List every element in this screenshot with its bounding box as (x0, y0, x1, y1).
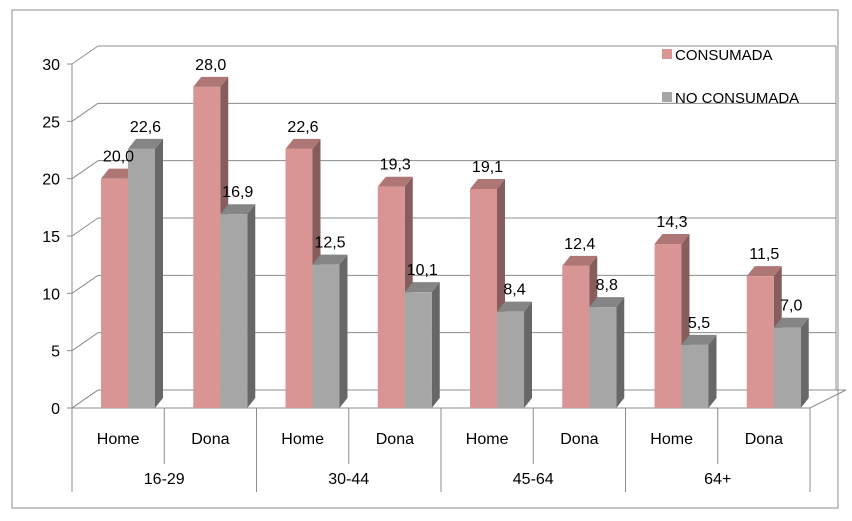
bar-side (339, 254, 348, 408)
x-category-label: Home (97, 431, 140, 448)
data-label: 7,0 (780, 298, 802, 315)
x-category-label: Dona (745, 431, 783, 448)
bar-side (616, 297, 625, 408)
gridline-depth (71, 332, 99, 352)
x-category-label: Home (281, 431, 324, 448)
bar (654, 244, 682, 408)
gridline-depth (71, 274, 99, 294)
legend-swatch (662, 92, 672, 102)
data-label: 8,4 (503, 282, 525, 299)
bar (193, 86, 221, 408)
bar-top (497, 301, 532, 312)
bar (285, 148, 313, 408)
legend-swatch (662, 49, 672, 59)
data-label: 10,1 (407, 262, 438, 279)
data-label: 5,5 (688, 315, 710, 332)
y-tick-label: 5 (51, 344, 60, 361)
bar-top (193, 76, 229, 87)
data-label: 12,5 (314, 235, 345, 252)
gridline-depth (71, 102, 99, 122)
x-category-label: Dona (376, 431, 414, 448)
bar-top (404, 282, 440, 293)
bar (404, 292, 432, 408)
bar-top (128, 138, 163, 149)
bar (562, 265, 590, 408)
bar-side (708, 334, 717, 408)
data-label: 14,3 (656, 214, 687, 231)
y-tick-label: 30 (42, 57, 60, 74)
bar (377, 186, 405, 408)
data-labels: 20,0 22,6 28,0 16,9 22,6 12,5 19,3 10,1 19,1 8,4 1… (103, 57, 803, 332)
x-category-label: Home (466, 431, 509, 448)
bar-top (773, 317, 809, 328)
data-label: 11,5 (749, 246, 779, 263)
bar-top (746, 266, 782, 277)
data-label: 19,1 (472, 159, 503, 176)
data-label: 22,6 (130, 119, 161, 136)
legend: CONSUMADA NO CONSUMADA (662, 47, 799, 107)
x-group-label: 30-44 (328, 471, 369, 488)
bar-top (101, 168, 136, 179)
x-group-label: 16-29 (144, 471, 185, 488)
data-label: 8,8 (596, 277, 618, 294)
bar-top (312, 254, 348, 265)
x-group-label: 45-64 (513, 471, 554, 488)
legend-label: NO CONSUMADA (675, 90, 799, 107)
bar (101, 178, 128, 408)
bar (681, 344, 709, 408)
x-group-label: 64+ (704, 471, 731, 488)
gridline-depth (71, 217, 99, 237)
gridline-depth (71, 160, 99, 180)
y-tick-label: 10 (42, 286, 60, 303)
x-category-label: Dona (191, 431, 229, 448)
bar-side (431, 282, 440, 408)
bar-top (681, 334, 717, 345)
data-label: 20,0 (103, 149, 134, 166)
y-tick-label: 25 (42, 114, 60, 131)
bar (773, 327, 801, 408)
bar (220, 214, 248, 408)
bar-side (524, 301, 532, 408)
bar-top (470, 178, 505, 189)
bar-top (654, 234, 690, 245)
bar (312, 264, 340, 408)
y-tick-label: 0 (51, 401, 60, 418)
data-label: 28,0 (195, 57, 226, 74)
data-label: 12,4 (564, 236, 595, 253)
bar (497, 311, 524, 408)
bar-top (562, 255, 598, 266)
x-category-label: Dona (560, 431, 598, 448)
bar (470, 188, 497, 408)
x-category-label: Home (650, 431, 693, 448)
x-axis-labels: Home Dona Home Dona Home Dona Home Dona 16-29 30-… (71, 408, 811, 492)
data-label: 19,3 (380, 157, 411, 174)
data-label: 22,6 (287, 119, 318, 136)
bar-top (220, 204, 256, 215)
data-label: 16,9 (222, 184, 253, 201)
bar (746, 276, 774, 408)
bar-top (285, 138, 321, 149)
bar-top (377, 176, 413, 187)
bars (101, 76, 809, 408)
bar-top (589, 297, 625, 308)
gridline-depth (71, 45, 99, 65)
y-tick-label: 20 (42, 172, 60, 189)
bar-side (155, 138, 163, 408)
bar (589, 307, 617, 408)
bar (128, 148, 155, 408)
y-tick-label: 15 (42, 229, 60, 246)
bar-side (800, 317, 809, 408)
legend-label: CONSUMADA (675, 47, 773, 64)
bar-side (247, 204, 256, 408)
